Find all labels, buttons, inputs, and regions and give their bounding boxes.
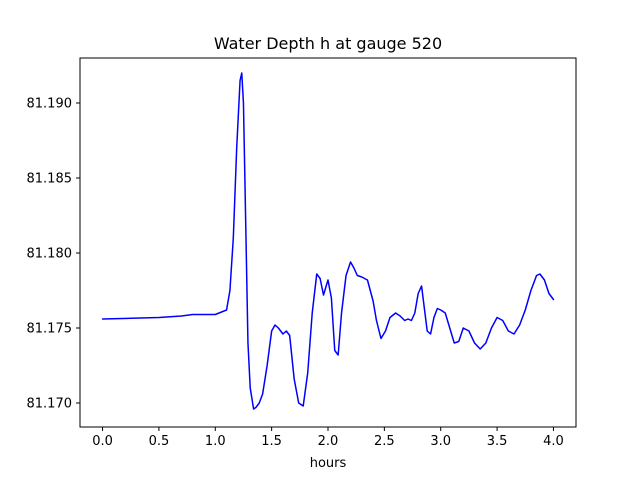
- x-tick-label: 3.5: [487, 434, 508, 449]
- series-line-0: [101, 72, 555, 410]
- x-tick-label: 2.0: [318, 434, 339, 449]
- x-axis-label: hours: [310, 456, 347, 471]
- x-tick-label: 3.0: [430, 434, 451, 449]
- x-tick-label: 1.0: [205, 434, 226, 449]
- x-tick-label: 1.5: [261, 434, 282, 449]
- y-tick-label: 81.180: [27, 247, 73, 262]
- x-tick-label: 4.0: [543, 434, 564, 449]
- y-tick-label: 81.170: [27, 397, 73, 412]
- y-tick-label: 81.175: [27, 322, 73, 337]
- chart-title: Water Depth h at gauge 520: [214, 34, 442, 53]
- x-tick-label: 0.5: [149, 434, 170, 449]
- y-tick-label: 81.185: [27, 172, 73, 187]
- plot-area: 0.0 0.5 1.0 1.5 2.0 2.5 3.0 3.5 4.0 81.170 81.175 8…: [27, 57, 577, 449]
- x-tick-label: 2.5: [374, 434, 395, 449]
- x-tick-label: 0.0: [92, 434, 113, 449]
- y-tick-label: 81.190: [27, 97, 73, 112]
